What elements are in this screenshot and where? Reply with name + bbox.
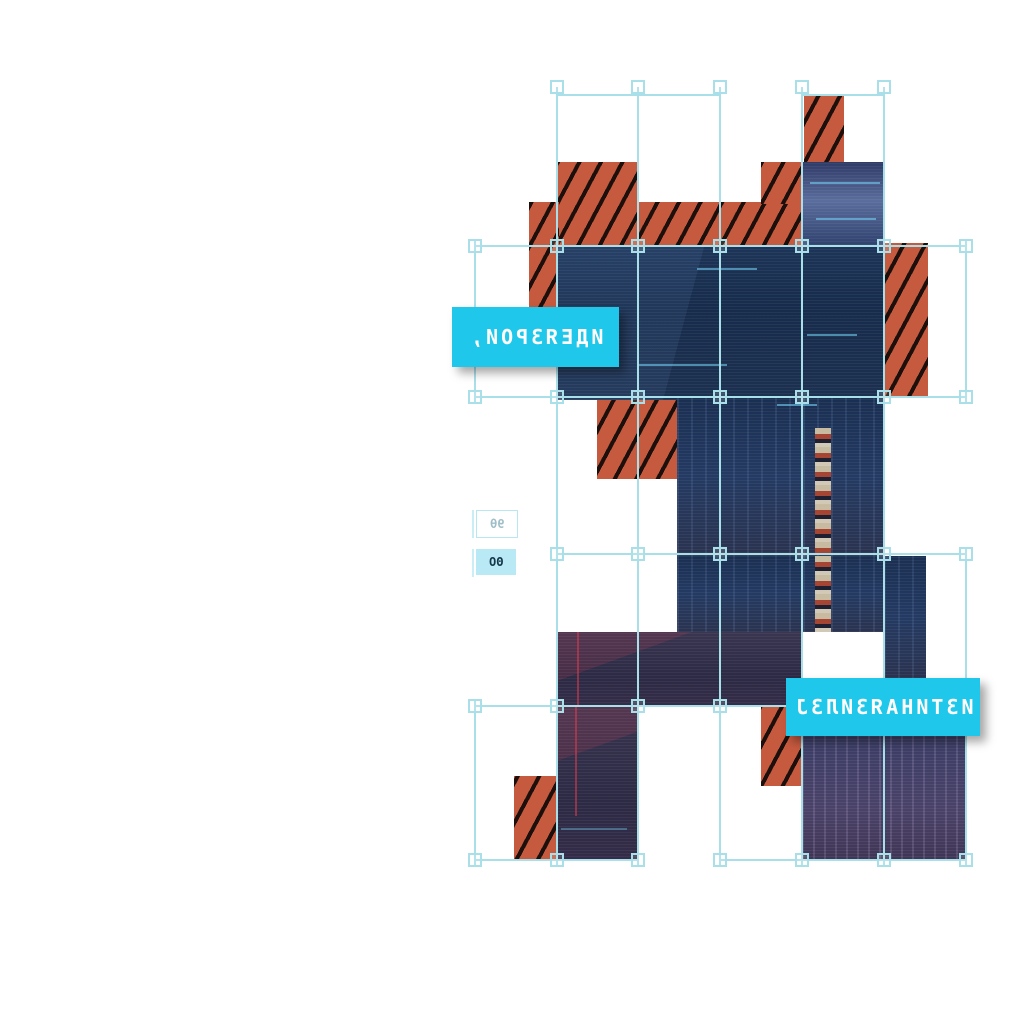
chip-option-selected[interactable]: ΘΟ [476,549,516,575]
scene-tile [677,398,884,556]
section-label-left-text: ИДЕЯЗРОИ, [467,325,604,349]
hatched-region [884,243,928,397]
section-label-left[interactable]: ИДЕЯЗРОИ, [452,307,619,367]
section-label-right[interactable]: ИЗТИНАЯЗИЛЗЈ [786,678,980,736]
scene-tile [557,706,637,860]
grid-handles [468,80,973,867]
chip-option[interactable]: 9θ [476,510,518,538]
hatched-region [514,776,557,860]
scene-tile [557,632,802,706]
scene-tile [884,556,926,678]
chip-bar [472,510,474,538]
hatched-region [761,706,802,786]
hatched-region [529,202,559,308]
hatched-region [761,162,802,204]
chip-bar [472,549,474,577]
scene-tile [677,556,884,632]
hatched-region [804,95,844,165]
chip-option-text: 9θ [489,517,505,531]
scene-tile [802,162,884,248]
chip-option-selected-text: ΘΟ [488,555,504,569]
hatched-region [557,162,638,250]
section-label-right-text: ИЗТИНАЯЗИЛЗЈ [792,695,974,719]
